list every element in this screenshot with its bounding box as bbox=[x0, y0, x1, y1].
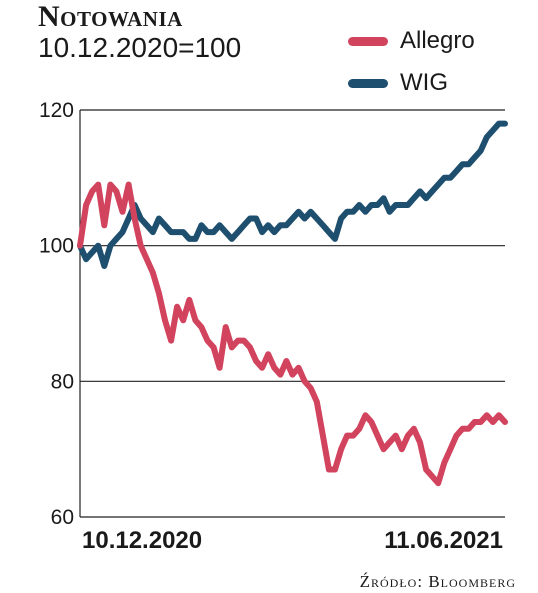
legend-swatch-wig bbox=[348, 78, 388, 88]
y-tick-label-100: 100 bbox=[39, 235, 74, 258]
y-tick-label-60: 60 bbox=[51, 506, 74, 529]
legend-label-wig: WIG bbox=[400, 69, 448, 96]
legend-label-allegro: Allegro bbox=[400, 27, 475, 54]
legend-item-allegro: Allegro bbox=[348, 20, 475, 62]
chart-subtitle: 10.12.2020=100 bbox=[38, 32, 242, 63]
x-tick-label-start: 10.12.2020 bbox=[82, 527, 202, 554]
series-lines bbox=[77, 120, 508, 487]
source-note: Źródło: Bloomberg bbox=[359, 572, 516, 591]
gridlines bbox=[80, 109, 505, 382]
legend-swatch-allegro bbox=[348, 36, 388, 46]
series-line-allegro bbox=[77, 181, 508, 487]
chart-title: Notowania bbox=[38, 0, 183, 33]
y-tick-label-120: 120 bbox=[39, 99, 74, 122]
x-tick-label-end: 11.06.2021 bbox=[384, 527, 503, 554]
y-tick-label-80: 80 bbox=[51, 370, 74, 393]
legend: Allegro WIG bbox=[348, 20, 475, 104]
tick-labels: 60 80 100 120 10.12.2020 11.06.2021 bbox=[39, 99, 503, 554]
axes bbox=[79, 110, 505, 518]
series-line-wig bbox=[77, 120, 508, 269]
legend-item-wig: WIG bbox=[348, 62, 475, 104]
